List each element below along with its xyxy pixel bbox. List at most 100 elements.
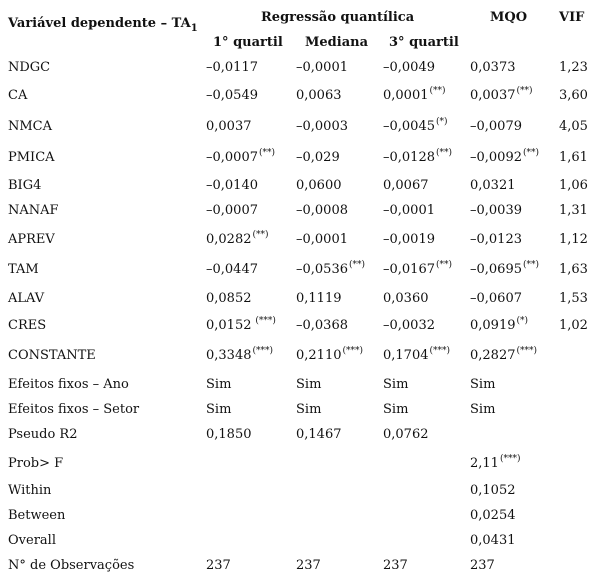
value-q3: 0,0762	[383, 427, 429, 442]
row-label-text: APREV	[8, 232, 55, 247]
value-q3: –0,0167	[383, 262, 435, 277]
row-label-text: TAM	[8, 262, 39, 277]
value-q3: Sim	[383, 377, 409, 392]
cell-q3: 0,0762	[383, 427, 430, 442]
significance-marker: (***)	[499, 454, 521, 464]
value-q1: –0,0140	[206, 178, 258, 193]
value-mqo: 0,0373	[470, 60, 516, 75]
cell-mqo: 0,0373	[470, 60, 517, 75]
q1-header: 1° quartil	[213, 35, 283, 50]
cell-q1: 237	[206, 558, 232, 573]
value-med: –0,0001	[296, 60, 348, 75]
dependent-variable-label: Variável dependente – TA	[8, 16, 191, 31]
value-q3: –0,0019	[383, 232, 435, 247]
value-vif: 1,12	[559, 232, 588, 247]
value-mqo: 0,0919	[470, 318, 516, 333]
cell-q3: –0,0019	[383, 232, 436, 247]
cell-q1: –0,0007	[206, 203, 259, 218]
value-mqo: 2,11	[470, 456, 499, 471]
significance-marker: (**)	[436, 260, 453, 270]
value-q3: –0,0045	[383, 119, 435, 134]
value-mqo: 237	[470, 558, 495, 573]
value-mqo: –0,0123	[470, 232, 522, 247]
dependent-variable-header: Variável dependente – TA1	[8, 16, 198, 34]
value-q1: –0,0549	[206, 88, 258, 103]
row-label-text: CRES	[8, 318, 47, 333]
value-med: Sim	[296, 377, 322, 392]
cell-med: Sim	[296, 402, 322, 417]
value-q1: 0,0037	[206, 119, 252, 134]
value-vif: 4,05	[559, 119, 588, 134]
cell-mqo: 0,0321	[470, 178, 517, 193]
cell-mqo: 0,2827(***)	[470, 346, 538, 363]
row-label: Between	[8, 508, 65, 523]
value-mqo: Sim	[470, 377, 496, 392]
row-label: Overall	[8, 533, 56, 548]
significance-marker: (*)	[436, 117, 448, 127]
value-mqo: 0,0321	[470, 178, 516, 193]
cell-vif: 1,63	[559, 262, 588, 277]
significance-marker: (*)	[516, 316, 529, 326]
value-q3: 237	[383, 558, 408, 573]
significance-marker: (**)	[436, 148, 453, 158]
cell-mqo: 0,1052	[470, 483, 517, 498]
cell-med: 0,2110(***)	[296, 346, 363, 363]
row-label-text: Within	[8, 483, 52, 498]
cell-mqo: 0,0254	[470, 508, 517, 523]
cell-mqo: –0,0079	[470, 119, 523, 134]
row-label-text: BIG4	[8, 178, 42, 193]
value-vif: 1,61	[559, 150, 588, 165]
cell-q1: Sim	[206, 402, 232, 417]
row-label: NDGC	[8, 60, 50, 75]
row-label: Efeitos fixos – Ano	[8, 377, 129, 392]
significance-marker: (***)	[516, 346, 538, 356]
cell-vif: 1,61	[559, 150, 588, 165]
cell-med: Sim	[296, 377, 322, 392]
cell-med: 0,0063	[296, 88, 343, 103]
value-vif: 1,31	[559, 203, 588, 218]
value-q1: Sim	[206, 377, 232, 392]
significance-marker: (**)	[349, 260, 366, 270]
value-q3: –0,0049	[383, 60, 435, 75]
value-med: 0,0600	[296, 178, 342, 193]
value-med: –0,0008	[296, 203, 348, 218]
cell-q1: 0,3348(***)	[206, 346, 273, 363]
row-label: ALAV	[8, 291, 44, 306]
vif-header: VIF	[559, 10, 585, 25]
significance-marker: (**)	[259, 148, 276, 158]
value-vif: 1,23	[559, 60, 588, 75]
cell-med	[296, 456, 297, 471]
cell-mqo: 237	[470, 558, 496, 573]
cell-q3: –0,0032	[383, 318, 436, 333]
cell-med	[296, 508, 297, 523]
row-label: NANAF	[8, 203, 59, 218]
value-med: Sim	[296, 402, 322, 417]
cell-med: 0,0600	[296, 178, 343, 193]
cell-vif: 4,05	[559, 119, 588, 134]
row-label: Pseudo R2	[8, 427, 77, 442]
value-med: 0,1467	[296, 427, 342, 442]
cell-mqo: Sim	[470, 402, 496, 417]
value-q1: –0,0007	[206, 150, 258, 165]
cell-q1	[206, 508, 207, 523]
row-label-text: ALAV	[8, 291, 45, 306]
row-label: CRES	[8, 318, 46, 333]
row-label: NMCA	[8, 119, 52, 134]
value-mqo: Sim	[470, 402, 496, 417]
cell-vif: 1,31	[559, 203, 588, 218]
cell-med: 237	[296, 558, 322, 573]
cell-q1: Sim	[206, 377, 232, 392]
cell-q1	[206, 483, 207, 498]
row-label: Within	[8, 483, 51, 498]
cell-mqo: –0,0039	[470, 203, 523, 218]
dependent-variable-subscript: 1	[190, 23, 198, 34]
row-label: PMICA	[8, 150, 55, 165]
row-label: Efeitos fixos – Setor	[8, 402, 139, 417]
cell-med: –0,0001	[296, 60, 349, 75]
value-med: –0,0003	[296, 119, 348, 134]
value-mqo: 0,0254	[470, 508, 516, 523]
value-mqo: –0,0695	[470, 262, 522, 277]
median-header: Mediana	[305, 35, 368, 50]
cell-med: –0,0001	[296, 232, 349, 247]
cell-q1: 0,1850	[206, 427, 253, 442]
